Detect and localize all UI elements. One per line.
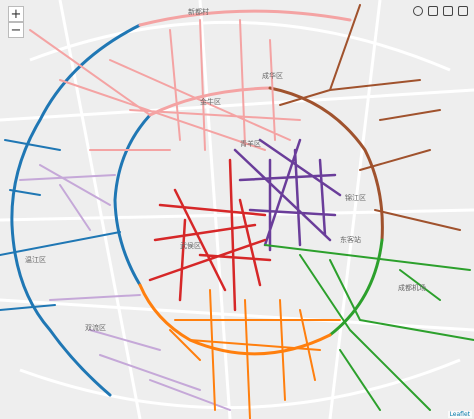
place-label: 成都机场: [398, 283, 426, 292]
place-label: 成华区: [262, 71, 283, 80]
toolbox: [413, 6, 468, 16]
place-label: 锦江区: [345, 193, 366, 202]
blue-roads: [0, 139, 121, 311]
pink-roads: [29, 19, 301, 151]
red-roads: [148, 158, 272, 312]
zoom-out-button[interactable]: −: [8, 22, 24, 38]
place-label: 温江区: [25, 255, 46, 264]
green-roads: [264, 244, 474, 411]
middle-ring-north: [148, 86, 272, 117]
road-network: [0, 4, 474, 419]
zoom-tool[interactable]: [428, 6, 438, 16]
place-label: 金牛区: [200, 97, 221, 106]
refresh-tool[interactable]: [413, 6, 423, 16]
purple-roads: [233, 138, 342, 252]
middle-ring-west: [113, 113, 152, 287]
data-view-tool[interactable]: [443, 6, 453, 16]
place-label: 武侯区: [180, 241, 201, 250]
place-label: 新都村: [188, 7, 209, 16]
orange-roads: [169, 289, 341, 419]
brown-roads: [279, 4, 461, 231]
place-labels: 新都村 金牛区 成华区 青羊区 锦江区 武侯区 东客站 成都机场 双流区 温江区: [25, 7, 426, 332]
save-image-tool[interactable]: [458, 6, 468, 16]
light-purple-roads: [19, 164, 231, 411]
place-label: 双流区: [85, 323, 106, 332]
outer-ring-north: [138, 9, 352, 27]
outer-ring-west: [10, 23, 142, 397]
attribution[interactable]: Leaflet: [447, 411, 472, 418]
zoom-in-button[interactable]: +: [8, 6, 24, 22]
middle-ring-southeast: [328, 238, 384, 337]
place-label: 青羊区: [240, 139, 261, 148]
place-label: 东客站: [340, 235, 361, 244]
